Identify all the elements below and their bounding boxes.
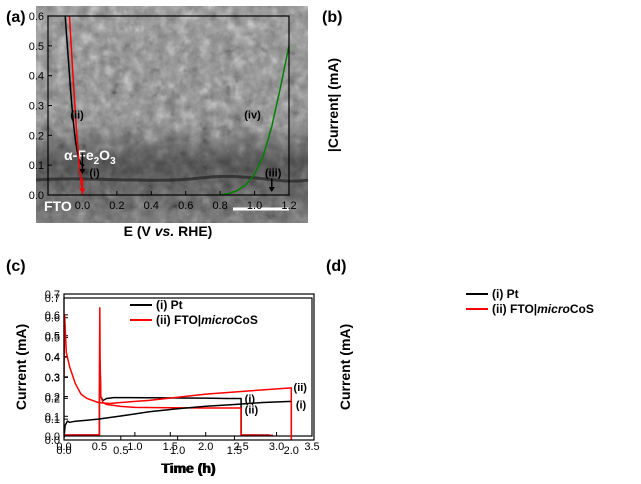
arrow-head [79, 169, 86, 175]
y-tick-label: 0.7 [45, 293, 60, 305]
chart-d-series [64, 314, 293, 440]
x-tick-label: 1.5 [227, 445, 242, 457]
x-tick-label: 2.5 [233, 441, 248, 453]
chart-b-xlabel: E (V vs. RHE) [124, 223, 213, 239]
legend-label-pt: (i) Pt [156, 298, 183, 312]
chart-b: 0.0 0.2 0.4 0.6 0.8 1.0 1.2 0.0 0.1 0.2 0.3 0.4 0.5 0… [29, 11, 341, 239]
chart-d-frame [63, 293, 315, 441]
chart-c-series [64, 307, 274, 436]
legend-label-pt: (i) Pt [492, 287, 519, 301]
chart-d-ticks: 0.0 0.5 1.0 1.5 2.00.00.10.20.30.40.50.60.7 [45, 289, 299, 457]
y-tick-label: 0.5 [45, 331, 60, 343]
sem-image [35, 6, 309, 223]
y-tick-label: 0.4 [45, 352, 60, 364]
panel-b-letter: (b) [322, 9, 342, 26]
y-tick-label: 0.2 [45, 392, 60, 404]
chart-b-ticks: 0.0 0.2 0.4 0.6 0.8 1.0 1.2 0.0 0.1 0.2 0.3 0.4 0.5 0… [29, 11, 297, 212]
y-tick-label: 0.0 [29, 190, 44, 202]
x-tick-label: 3.5 [304, 441, 319, 453]
x-tick-label: 1.0 [170, 445, 185, 457]
legend-label-cos: (ii) FTO|microCoS [156, 313, 258, 327]
y-tick-label: 0.6 [29, 11, 44, 23]
y-tick-label: 0.0 [45, 435, 60, 447]
panel-d-letter: (d) [326, 258, 346, 275]
substrate-label: FTO [44, 198, 72, 214]
curve-annotation: (iv) [244, 109, 261, 121]
chart-c-annotations: (i)(ii) [245, 394, 259, 417]
y-tick-label: 0.7 [45, 289, 60, 301]
chart-c: 0.0 0.5 1.0 1.5 2.0 2.5 3.0 3.50.00.10.20.30.40… [13, 293, 320, 476]
panel-a-letter: (a) [6, 9, 26, 26]
x-tick-label: 0.0 [56, 441, 71, 453]
x-tick-label: 3.0 [269, 441, 284, 453]
x-tick-label: 0.4 [144, 200, 159, 212]
chart-c-xlabel: Time (h) [161, 460, 215, 476]
chart-b-series [64, 16, 289, 195]
curve-annotation: (i) [296, 400, 307, 412]
y-tick-label: 0.3 [45, 372, 60, 384]
y-tick-label: 0.3 [45, 372, 60, 384]
series-line-2 [64, 314, 293, 440]
chart-d-ylabel: Current (mA) [337, 324, 353, 410]
y-tick-label: 0.2 [45, 393, 60, 405]
x-tick-label: 0.5 [92, 441, 107, 453]
x-tick-label: 0.8 [212, 200, 227, 212]
y-tick-label: 0.5 [29, 41, 44, 53]
series-line-1 [64, 400, 293, 440]
chart-b-ylabel: |Current| (mA) [325, 58, 341, 152]
x-tick-label: 2.0 [198, 441, 213, 453]
x-tick-label: 0.0 [56, 445, 71, 457]
y-tick-label: 0.4 [45, 352, 60, 364]
chart-b-frame [47, 15, 290, 196]
x-tick-label: 0.6 [178, 200, 193, 212]
x-tick-label: 1.0 [247, 200, 262, 212]
x-tick-label: 1.5 [163, 441, 178, 453]
series-line-3 [219, 45, 289, 195]
y-tick-label: 0.1 [29, 160, 44, 172]
chart-d-xlabel: Time (h) [162, 460, 216, 476]
chart-b-annotations: (ii) (i) (iv) (iii) [70, 109, 282, 194]
x-tick-label: 0.2 [109, 200, 124, 212]
y-tick-label: 0.3 [29, 101, 44, 113]
chart-d: 0.0 0.5 1.0 1.5 2.00.00.10.20.30.40.50.60.7 … [45, 287, 594, 476]
y-tick-label: 0.4 [29, 71, 44, 83]
chart-c-ylabel: Current (mA) [13, 324, 29, 410]
curve-annotation: (ii) [294, 382, 308, 394]
legend-label-cos: (ii) FTO|microCoS [492, 302, 594, 316]
y-tick-label: 0.2 [29, 130, 44, 142]
series-line-2 [68, 16, 84, 195]
x-tick-label: 1.2 [281, 200, 296, 212]
curve-annotation: (iii) [265, 168, 282, 180]
chart-c-ticks: 0.0 0.5 1.0 1.5 2.0 2.5 3.0 3.5 0.0 0.1 0.2 0.3 0.4 0… [45, 293, 320, 453]
x-tick-label: 0.5 [113, 445, 128, 457]
y-tick-label: 0.6 [45, 310, 60, 322]
y-tick-label: 0.6 [45, 313, 60, 325]
arrow-head [268, 187, 275, 193]
panel-c-letter: (c) [6, 258, 26, 275]
y-tick-label: 0.1 [45, 411, 60, 423]
y-tick-label: 0.5 [45, 332, 60, 344]
chart-d-annotations: (ii) (i) [294, 382, 308, 412]
curve-annotation: (ii) [70, 109, 84, 121]
x-tick-label: 0.0 [75, 200, 90, 212]
y-tick-label: 0.1 [45, 414, 60, 426]
x-tick-label: 1.0 [127, 441, 142, 453]
chart-d-legend: (i) Pt (ii) FTO|microCoS [466, 287, 594, 316]
curve-annotation: (ii) [245, 404, 259, 416]
chart-c-legend: (i) Pt (ii) FTO|microCoS [130, 298, 258, 327]
series-line-1 [64, 16, 85, 166]
curve-annotation: (i) [89, 168, 100, 180]
arrow-head [79, 188, 86, 194]
series-line-2 [64, 307, 274, 436]
curve-annotation: (i) [245, 394, 256, 406]
y-tick-label: 0.0 [45, 431, 60, 443]
x-tick-label: 2.0 [284, 445, 299, 457]
